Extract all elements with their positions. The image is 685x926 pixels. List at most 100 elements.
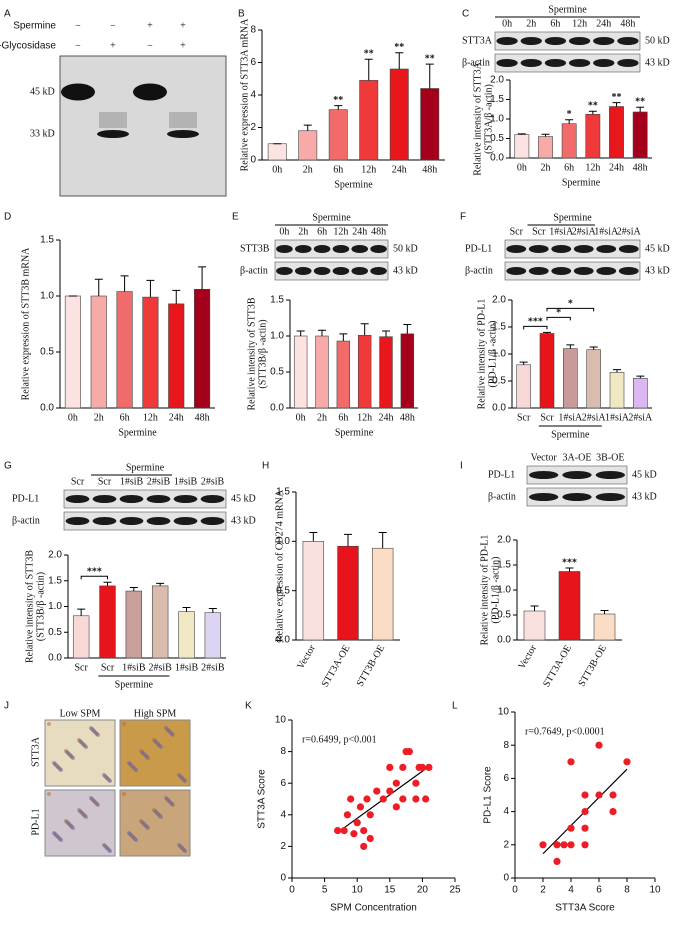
y-tick-label: 2	[250, 122, 256, 133]
x-tick-label: 1#siB	[175, 662, 199, 673]
bar	[379, 336, 393, 409]
error-bar	[517, 133, 526, 135]
y-tick-label: 0	[250, 155, 256, 166]
y-axis-label: (STT3B/β -actin)	[35, 572, 46, 641]
y-tick-label: 1.0	[40, 291, 54, 302]
point	[379, 795, 387, 803]
point	[392, 803, 400, 811]
cell	[64, 819, 68, 823]
x-tick-label: 0	[512, 885, 518, 896]
band	[92, 495, 117, 503]
row-label: STT3B	[240, 243, 270, 254]
band	[294, 245, 312, 253]
point	[581, 841, 589, 849]
blot-header: Spermine	[553, 212, 592, 223]
band	[529, 493, 559, 501]
point	[412, 779, 420, 787]
lane-label: 6h	[550, 18, 560, 29]
kd-label: 43 kD	[645, 57, 670, 68]
point	[353, 819, 361, 827]
x-tick-label: 2h	[541, 162, 551, 173]
y-tick-label: 0.5	[492, 376, 506, 387]
row-label: β-actin	[488, 491, 516, 502]
bar	[359, 80, 379, 161]
x-tick-label: 6h	[338, 412, 348, 423]
point	[595, 791, 603, 799]
y-tick-label: 0	[503, 873, 509, 884]
x-tick-label: 2h	[303, 164, 313, 175]
row-label: β-actin	[12, 515, 40, 526]
row-label: STT3A	[462, 35, 493, 46]
bar	[142, 296, 159, 409]
y-tick-label: 1.5	[490, 94, 504, 105]
band	[573, 245, 594, 253]
error-bar	[589, 346, 598, 350]
bar	[400, 333, 415, 409]
kd-label: 45 kD	[645, 243, 670, 254]
lane-label: 2h	[526, 18, 536, 29]
x-tick-label: 6h	[333, 164, 343, 175]
x-tick-label: 6	[596, 885, 602, 896]
blot-header: Spermine	[548, 4, 587, 15]
point	[567, 758, 575, 766]
point	[347, 795, 355, 803]
y-tick-label: 2.0	[497, 535, 511, 546]
x-axis-label: STT3A Score	[555, 903, 615, 914]
bar	[561, 123, 577, 159]
y-axis-label: Relative expression of STT3A mRNA	[239, 18, 250, 172]
y-tick-label: 8	[280, 746, 286, 757]
sign: −	[75, 20, 81, 31]
cell	[139, 749, 143, 753]
band	[618, 245, 639, 253]
kd-label: 45 kD	[632, 469, 657, 480]
bar	[315, 335, 329, 409]
x-tick-label: STT3B-OE	[577, 643, 610, 688]
lane-label: 2#siA	[617, 226, 642, 237]
bar	[178, 611, 195, 659]
y-tick-label: 2.0	[48, 550, 62, 561]
band	[520, 37, 542, 45]
cell	[77, 808, 81, 812]
x-tick-label: 24h	[392, 164, 407, 175]
lane-label: 12h	[333, 226, 348, 237]
error-bar	[588, 110, 597, 115]
lane-label: 2#siB	[201, 476, 225, 487]
x-tick-label: 24h	[609, 162, 624, 173]
x-tick-label: 2#siB	[148, 662, 172, 673]
bracket-label: *	[556, 308, 561, 319]
bar	[328, 109, 348, 161]
error-bar	[612, 102, 621, 107]
x-axis-label: Spermine	[334, 179, 373, 190]
panel-letter: L	[452, 701, 458, 712]
sign: −	[110, 20, 116, 31]
x-tick-label: 2h	[317, 412, 327, 423]
cell	[89, 796, 93, 800]
column-label: Low SPM	[60, 708, 101, 719]
band	[173, 517, 198, 525]
lane-label: Scr	[532, 226, 546, 237]
point	[623, 758, 631, 766]
kd-label: 43 kD	[645, 265, 670, 276]
point	[567, 824, 575, 832]
error-bar	[309, 531, 318, 542]
error-bar	[382, 330, 390, 337]
error-bar	[94, 278, 103, 296]
error-bar	[565, 567, 574, 572]
point	[567, 841, 575, 849]
significance: **	[333, 95, 343, 106]
blot-strip	[494, 31, 641, 51]
error-bar	[182, 607, 191, 612]
error-bar	[146, 279, 155, 298]
x-tick-label: 2#siA	[582, 412, 607, 423]
lane-label: 24h	[596, 18, 611, 29]
y-tick-label: 10	[275, 715, 287, 726]
bar	[420, 88, 440, 161]
smear	[169, 112, 197, 128]
point	[405, 748, 413, 756]
lane-label: 12h	[572, 18, 587, 29]
kd-label: 45 kD	[231, 493, 256, 504]
y-tick-label: 1.5	[492, 322, 506, 333]
band	[370, 267, 387, 275]
error-bar	[77, 608, 86, 616]
band	[173, 495, 198, 503]
